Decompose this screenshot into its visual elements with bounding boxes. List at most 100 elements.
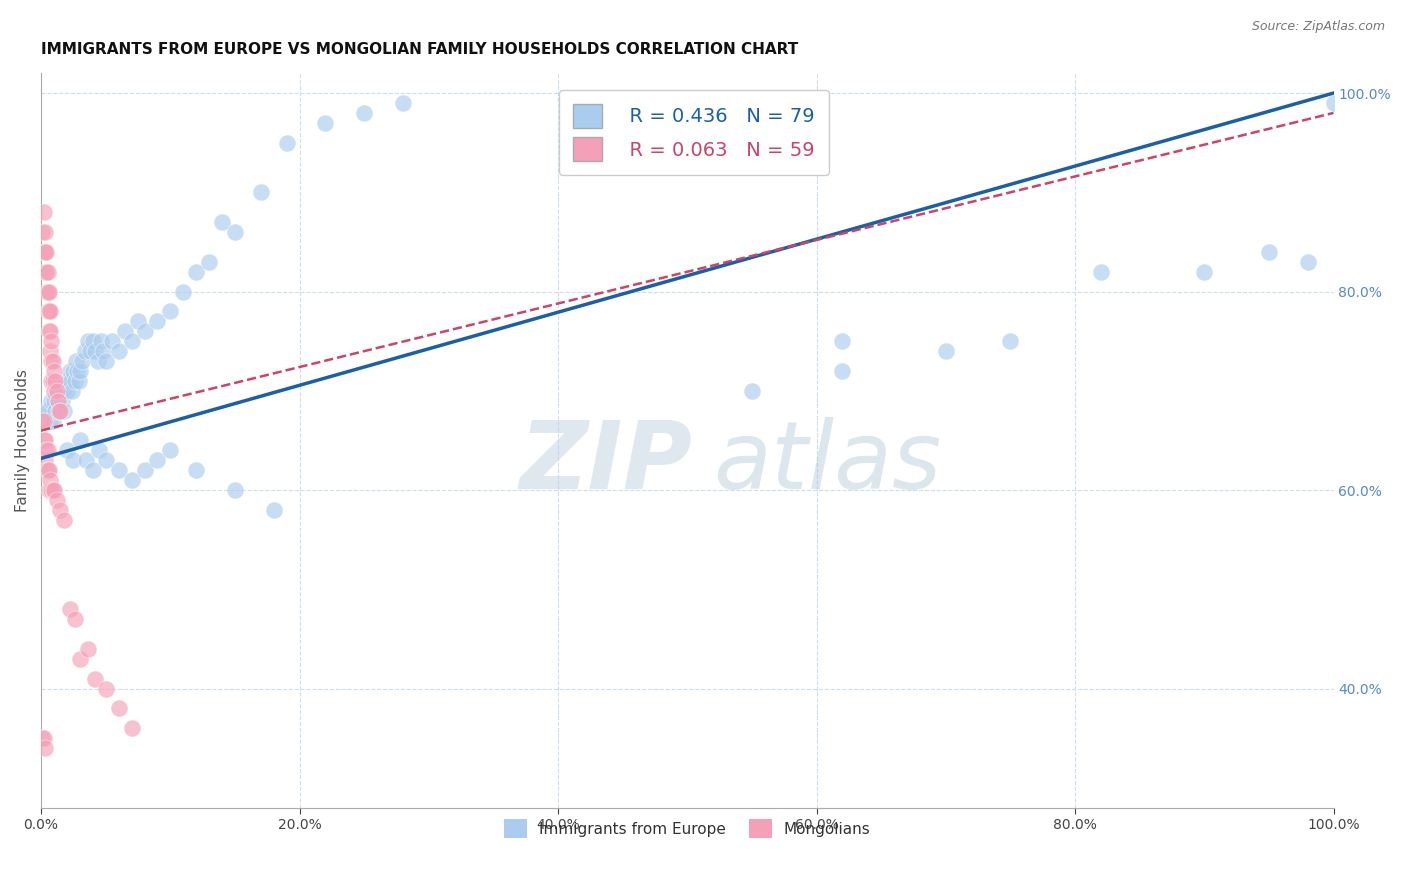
- Point: [42, 393, 65, 408]
- Point: [39, 304, 62, 318]
- Point: [353, 106, 375, 120]
- Point: [38, 463, 60, 477]
- Point: [1000, 334, 1022, 349]
- Point: [41, 374, 63, 388]
- Point: [741, 384, 763, 398]
- Point: [72, 354, 94, 368]
- Point: [107, 344, 129, 359]
- Point: [32, 731, 55, 746]
- Point: [39, 414, 62, 428]
- Point: [42, 374, 65, 388]
- Point: [42, 354, 65, 368]
- Point: [134, 463, 156, 477]
- Point: [38, 324, 60, 338]
- Point: [224, 483, 246, 497]
- Point: [37, 285, 59, 299]
- Point: [250, 186, 273, 200]
- Point: [31, 731, 53, 746]
- Point: [159, 443, 181, 458]
- Point: [224, 225, 246, 239]
- Point: [58, 364, 80, 378]
- Point: [44, 374, 66, 388]
- Point: [84, 344, 107, 359]
- Point: [42, 483, 65, 497]
- Point: [146, 453, 169, 467]
- Point: [41, 354, 63, 368]
- Point: [59, 374, 82, 388]
- Point: [94, 681, 117, 696]
- Point: [39, 473, 62, 487]
- Point: [84, 672, 107, 686]
- Text: ZIP: ZIP: [519, 417, 692, 508]
- Point: [79, 344, 101, 359]
- Point: [32, 434, 55, 448]
- Point: [76, 334, 98, 349]
- Point: [34, 741, 56, 756]
- Point: [63, 612, 86, 626]
- Point: [121, 334, 143, 349]
- Point: [1322, 95, 1344, 110]
- Point: [45, 384, 67, 398]
- Point: [82, 334, 104, 349]
- Point: [42, 414, 65, 428]
- Point: [34, 434, 56, 448]
- Point: [1194, 265, 1216, 279]
- Point: [32, 414, 55, 428]
- Point: [67, 374, 90, 388]
- Point: [114, 324, 136, 338]
- Point: [58, 374, 80, 388]
- Point: [42, 384, 65, 398]
- Point: [35, 244, 58, 259]
- Point: [45, 384, 67, 398]
- Point: [34, 225, 56, 239]
- Point: [34, 265, 56, 279]
- Point: [44, 403, 66, 417]
- Point: [42, 364, 65, 378]
- Point: [1296, 255, 1319, 269]
- Point: [37, 463, 59, 477]
- Text: IMMIGRANTS FROM EUROPE VS MONGOLIAN FAMILY HOUSEHOLDS CORRELATION CHART: IMMIGRANTS FROM EUROPE VS MONGOLIAN FAMI…: [41, 42, 799, 57]
- Text: atlas: atlas: [713, 417, 942, 508]
- Point: [91, 344, 114, 359]
- Point: [49, 384, 72, 398]
- Point: [48, 403, 70, 417]
- Point: [60, 384, 83, 398]
- Point: [56, 384, 79, 398]
- Point: [121, 473, 143, 487]
- Point: [186, 463, 208, 477]
- Point: [46, 393, 69, 408]
- Point: [211, 215, 233, 229]
- Point: [69, 652, 91, 666]
- Point: [90, 334, 112, 349]
- Point: [134, 324, 156, 338]
- Point: [55, 374, 77, 388]
- Y-axis label: Family Households: Family Households: [15, 369, 30, 512]
- Point: [1090, 265, 1112, 279]
- Point: [38, 304, 60, 318]
- Point: [62, 453, 84, 467]
- Point: [34, 403, 56, 417]
- Point: [38, 483, 60, 497]
- Point: [45, 493, 67, 508]
- Point: [56, 443, 79, 458]
- Point: [1257, 244, 1279, 259]
- Text: Source: ZipAtlas.com: Source: ZipAtlas.com: [1251, 20, 1385, 33]
- Point: [35, 265, 58, 279]
- Point: [31, 414, 53, 428]
- Point: [37, 265, 59, 279]
- Point: [94, 453, 117, 467]
- Point: [38, 285, 60, 299]
- Point: [75, 453, 97, 467]
- Point: [392, 95, 415, 110]
- Point: [39, 344, 62, 359]
- Point: [159, 304, 181, 318]
- Point: [37, 304, 59, 318]
- Point: [107, 463, 129, 477]
- Point: [69, 364, 91, 378]
- Point: [34, 453, 56, 467]
- Point: [127, 314, 149, 328]
- Point: [935, 344, 957, 359]
- Point: [41, 393, 63, 408]
- Point: [276, 136, 298, 150]
- Point: [63, 374, 86, 388]
